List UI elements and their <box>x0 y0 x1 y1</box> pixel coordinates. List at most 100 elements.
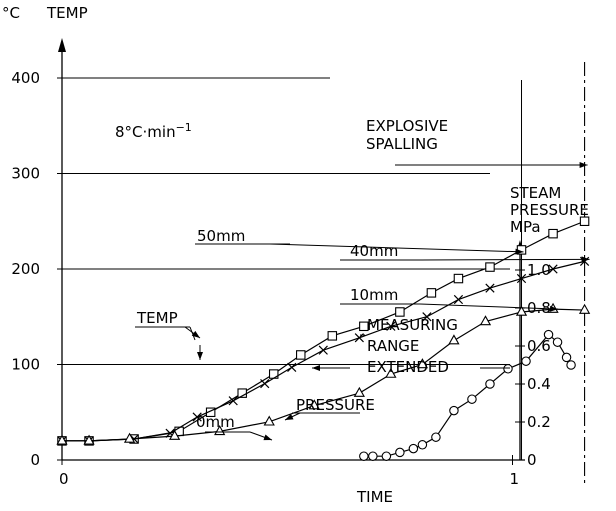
left-tick-label-100: 100 <box>11 356 40 374</box>
label-0mm-arrow-head <box>263 434 272 441</box>
point-50mm-16 <box>579 216 590 227</box>
x-tick-label-0: 0 <box>59 470 69 488</box>
label-40mm-arrow-head <box>581 256 590 263</box>
left-axis-title: TEMP <box>46 4 88 22</box>
right-axis-title-line2: PRESSURE <box>510 201 589 219</box>
point-10mm-12 <box>515 305 528 316</box>
temp-label-tick <box>189 326 196 341</box>
series-line-10mm <box>62 308 585 442</box>
right-tick-label-0.2: 0.2 <box>527 413 551 431</box>
point-40mm-14 <box>516 273 527 284</box>
point-10mm-11 <box>479 315 492 326</box>
explosive-arrow-head <box>579 162 588 168</box>
point-0mm-0 <box>359 451 369 461</box>
pressure-arrow-head <box>285 413 294 420</box>
measuring-arrow-left-head <box>312 365 320 371</box>
series-label-40mm: 40mm <box>350 242 398 260</box>
label-10mm-arrow <box>419 303 559 310</box>
point-10mm-10 <box>448 334 460 345</box>
point-0mm-7 <box>449 405 459 416</box>
point-0mm-14 <box>561 352 572 363</box>
point-10mm-2 <box>123 432 136 443</box>
label-leaders <box>135 162 590 441</box>
point-0mm-8 <box>467 394 477 404</box>
label-50mm-leader-head <box>515 248 524 255</box>
point-10mm-8 <box>385 367 397 378</box>
point-10mm-5 <box>263 415 275 426</box>
point-0mm-15 <box>566 360 576 370</box>
left-tick-label-200: 200 <box>11 260 40 278</box>
point-40mm-5 <box>228 396 238 406</box>
pressure-curve-label: PRESSURE <box>296 396 375 414</box>
point-40mm-6 <box>260 378 270 389</box>
grid-lines <box>62 77 510 365</box>
point-10mm-9 <box>416 358 429 369</box>
series-layer <box>56 216 591 461</box>
left-axis-unit: °C <box>2 4 20 22</box>
point-40mm-7 <box>287 362 297 372</box>
split-arrow-head <box>197 352 203 360</box>
measuring-label-line3: EXTENDED <box>367 358 449 376</box>
heating-rate-label: 8°C·min−1 <box>115 121 192 141</box>
point-50mm-13 <box>485 262 495 272</box>
left-tick-label-300: 300 <box>11 165 40 183</box>
label-50mm-leader <box>269 243 524 253</box>
point-0mm-4 <box>408 443 419 454</box>
point-10mm-6 <box>308 399 320 410</box>
point-40mm-11 <box>422 312 432 322</box>
point-40mm-13 <box>485 283 495 293</box>
point-40mm-10 <box>386 321 396 331</box>
point-0mm-1 <box>368 451 378 461</box>
point-10mm-7 <box>353 386 365 397</box>
point-0mm-13 <box>552 337 563 347</box>
measuring-label-line2: RANGE <box>367 337 419 355</box>
point-0mm-3 <box>395 447 405 458</box>
right-tick-label-0.4: 0.4 <box>527 375 551 393</box>
point-50mm-8 <box>327 331 338 341</box>
label-40mm-arrow <box>419 258 590 261</box>
series-line-0mm <box>363 333 572 457</box>
point-0mm-9 <box>485 379 495 389</box>
label-10mm-arrow-head <box>549 305 559 312</box>
point-50mm-9 <box>359 321 369 332</box>
point-50mm-11 <box>426 288 437 298</box>
series-label-10mm: 10mm <box>350 286 398 304</box>
x-axis-title: TIME <box>356 488 393 506</box>
point-10mm-14 <box>578 303 591 314</box>
point-10mm-3 <box>168 429 181 440</box>
series-40mm <box>57 256 590 446</box>
series-10mm <box>56 302 591 445</box>
point-10mm-0 <box>56 434 68 445</box>
point-50mm-12 <box>453 273 464 284</box>
point-0mm-11 <box>521 356 531 366</box>
left-tick-label-0: 0 <box>30 451 40 469</box>
point-40mm-4 <box>192 412 202 422</box>
point-0mm-10 <box>503 364 513 374</box>
point-0mm-5 <box>417 440 428 450</box>
right-axis-title-line3: MPa <box>510 218 541 236</box>
point-10mm-1 <box>83 434 95 445</box>
series-label-0mm: 0mm <box>196 413 235 431</box>
point-0mm-12 <box>543 329 554 340</box>
temp-curve-label: TEMP <box>136 309 178 327</box>
measuring-label-line1: MEASURING <box>367 316 458 334</box>
explosive-label-line1: EXPLOSIVE <box>366 117 448 135</box>
point-50mm-10 <box>395 307 405 317</box>
series-0mm <box>359 329 576 461</box>
left-axis-arrow <box>58 38 66 52</box>
point-0mm-6 <box>431 432 441 442</box>
point-50mm-15 <box>548 228 558 239</box>
axes: 0100200300400012 h00.20.40.60.81.0 <box>11 38 551 488</box>
right-tick-label-0: 0 <box>527 451 537 469</box>
left-tick-label-400: 400 <box>11 69 40 87</box>
point-0mm-2 <box>381 451 392 461</box>
x-tick-label-1: 1 <box>510 470 520 488</box>
right-axis-title-line1: STEAM <box>510 184 561 202</box>
point-40mm-15 <box>548 264 558 274</box>
point-50mm-7 <box>296 350 306 360</box>
series-label-50mm: 50mm <box>197 227 245 245</box>
explosive-label-line2: SPALLING <box>366 135 438 153</box>
point-40mm-12 <box>453 294 464 305</box>
point-40mm-8 <box>318 345 328 355</box>
